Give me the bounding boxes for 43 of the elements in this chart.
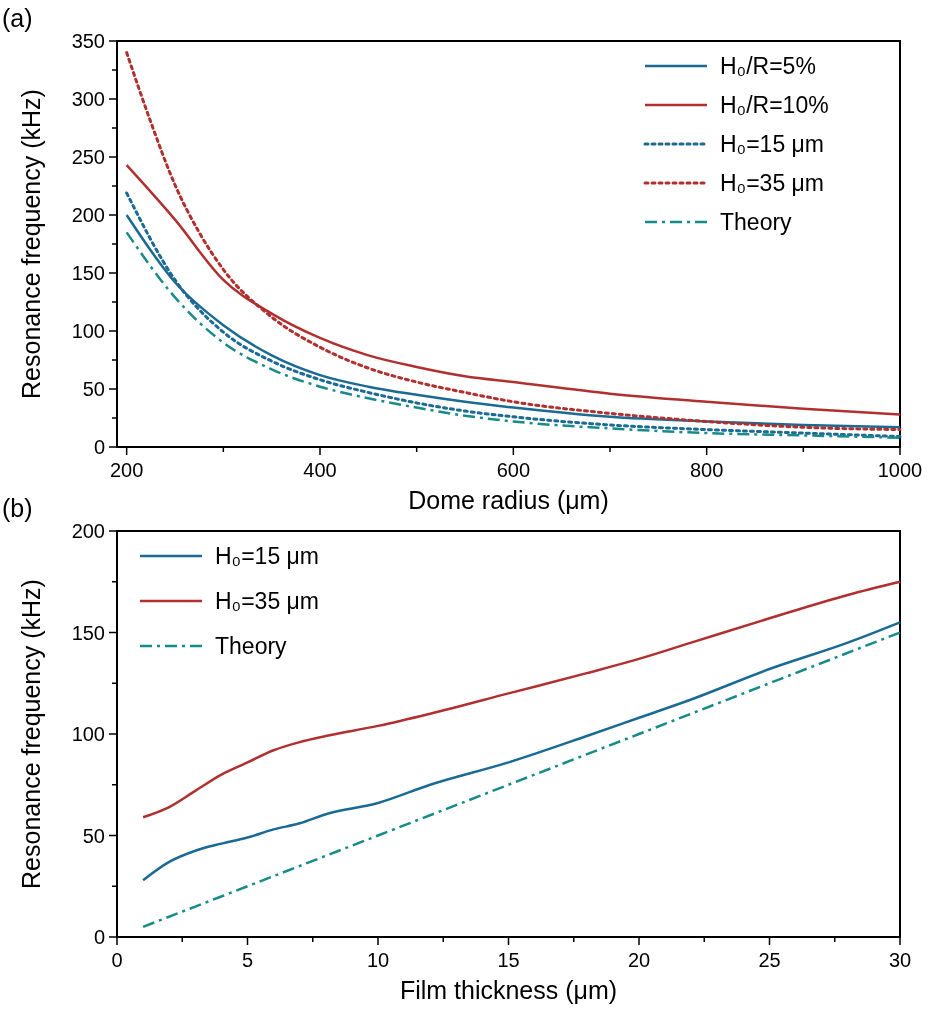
- x-tick-label: 400: [303, 459, 337, 481]
- legend-label: H₀/R=5%: [720, 53, 816, 79]
- legend-label: H₀/R=10%: [720, 92, 829, 118]
- y-tick-label: 50: [82, 378, 105, 400]
- legend-label: Theory: [215, 633, 288, 659]
- y-axis-title: Resonance frequency (kHz): [17, 89, 45, 399]
- x-tick-label: 10: [366, 949, 390, 971]
- y-tick-label: 200: [71, 520, 105, 542]
- y-tick-label: 50: [82, 824, 105, 847]
- y-tick-label: 300: [71, 88, 105, 110]
- y-tick-label: 100: [71, 723, 105, 745]
- x-tick-label: 1000: [877, 459, 923, 481]
- x-axis-title: Film thickness (μm): [399, 976, 618, 1004]
- legend-label: H₀=35 μm: [215, 588, 319, 614]
- y-axis-title: Resonance frequency (kHz): [17, 579, 45, 889]
- legend-label: H₀=15 μm: [215, 543, 319, 569]
- y-tick-label: 250: [71, 146, 105, 168]
- line-series: [141, 631, 902, 929]
- x-tick-label: 5: [241, 949, 254, 971]
- y-tick-label: 0: [93, 926, 105, 948]
- legend-label: Theory: [720, 209, 793, 235]
- line-series: [141, 621, 902, 882]
- y-tick-label: 0: [93, 436, 105, 458]
- line-series: [125, 51, 902, 432]
- y-tick-label: 200: [71, 204, 105, 226]
- y-tick-label: 150: [71, 262, 105, 284]
- y-tick-label: 100: [71, 320, 105, 342]
- legend-label: H₀=15 μm: [720, 131, 824, 157]
- x-tick-label: 25: [758, 949, 781, 971]
- x-tick-label: 200: [109, 459, 144, 481]
- text: (b): [2, 494, 33, 522]
- line-series: [141, 580, 902, 819]
- y-tick-label: 150: [71, 621, 105, 644]
- text: (a): [2, 4, 33, 32]
- x-tick-label: 800: [689, 459, 724, 481]
- x-tick-label: 20: [627, 949, 651, 971]
- x-axis-title: Dome radius (μm): [408, 486, 609, 514]
- legend-label: H₀=35 μm: [720, 170, 824, 196]
- x-tick-label: 600: [496, 459, 531, 481]
- x-tick-label: 0: [111, 949, 123, 971]
- x-tick-label: 15: [497, 949, 520, 971]
- x-tick-label: 30: [888, 949, 912, 971]
- y-tick-label: 350: [71, 30, 105, 52]
